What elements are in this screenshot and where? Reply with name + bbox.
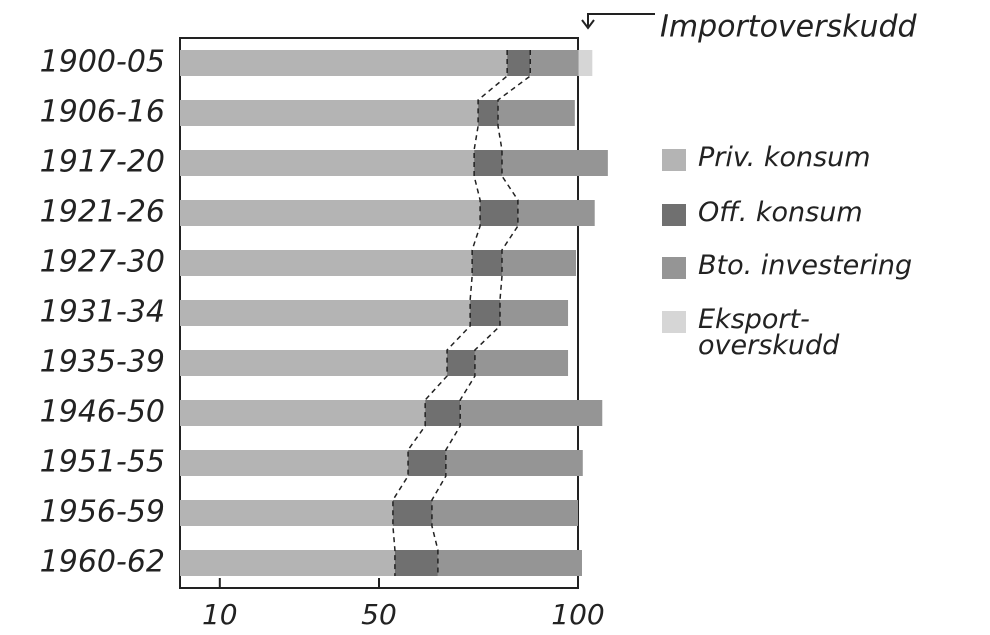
connector-dashed [392, 50, 508, 576]
legend-label: Off. konsum [698, 197, 863, 228]
bar-segment [445, 450, 583, 476]
y-tick-label: 1935-39 [40, 345, 165, 380]
bar-segment [437, 550, 582, 576]
bar-segment [392, 500, 432, 526]
x-tick-label: 50 [361, 598, 397, 631]
x-tick-label: 10 [202, 598, 238, 631]
bar-segment [478, 100, 499, 126]
bar-segment [180, 100, 479, 126]
bar-segment [180, 150, 475, 176]
bar-segment [394, 550, 438, 576]
bar-segment [474, 350, 569, 376]
bar-segment [180, 500, 393, 526]
bar-segment [501, 150, 608, 176]
y-tick-label: 1927-30 [40, 245, 165, 280]
bar-segment [507, 50, 531, 76]
y-tick-label: 1921-26 [40, 195, 165, 230]
bar-segment [180, 350, 448, 376]
legend-swatch [662, 257, 686, 279]
x-tick-label: 100 [551, 598, 604, 631]
bar-segment [530, 50, 579, 76]
bar-segment [578, 50, 593, 76]
bar-segment [180, 300, 471, 326]
bar-segment [499, 300, 569, 326]
bar-segment [431, 500, 578, 526]
bar-segment [180, 400, 426, 426]
bar-segment [480, 200, 518, 226]
bar-segment [447, 350, 475, 376]
y-tick-label: 1931-34 [40, 295, 165, 330]
bar-segment [474, 150, 502, 176]
bar-segment [180, 550, 395, 576]
legend-label: Eksport- overskudd [698, 304, 840, 361]
y-tick-label: 1960-62 [40, 545, 165, 580]
y-tick-label: 1956-59 [40, 495, 165, 530]
legend-label: Priv. konsum [698, 142, 871, 173]
bar-segment [180, 200, 481, 226]
connector-dashed [431, 50, 531, 576]
bar-segment [472, 250, 502, 276]
bar-segment [408, 450, 446, 476]
bar-segment [180, 250, 473, 276]
bar-segment [517, 200, 595, 226]
bar-segment [180, 450, 409, 476]
legend-swatch [662, 204, 686, 226]
bar-segment [425, 400, 461, 426]
y-tick-label: 1917-20 [40, 145, 165, 180]
bar-segment [460, 400, 603, 426]
y-tick-label: 1900-05 [40, 45, 165, 80]
y-tick-label: 1951-55 [40, 445, 165, 480]
bar-segment [501, 250, 577, 276]
annotation: Importoverskudd [660, 10, 918, 45]
bar-segment [470, 300, 500, 326]
bar-segment [498, 100, 575, 126]
y-tick-label: 1906-16 [40, 95, 165, 130]
bar-segment [180, 50, 508, 76]
y-tick-label: 1946-50 [40, 395, 165, 430]
legend-swatch [662, 149, 686, 171]
legend-swatch [662, 311, 686, 333]
annotation-arrow [581, 13, 655, 30]
legend-label: Bto. investering [698, 250, 913, 281]
